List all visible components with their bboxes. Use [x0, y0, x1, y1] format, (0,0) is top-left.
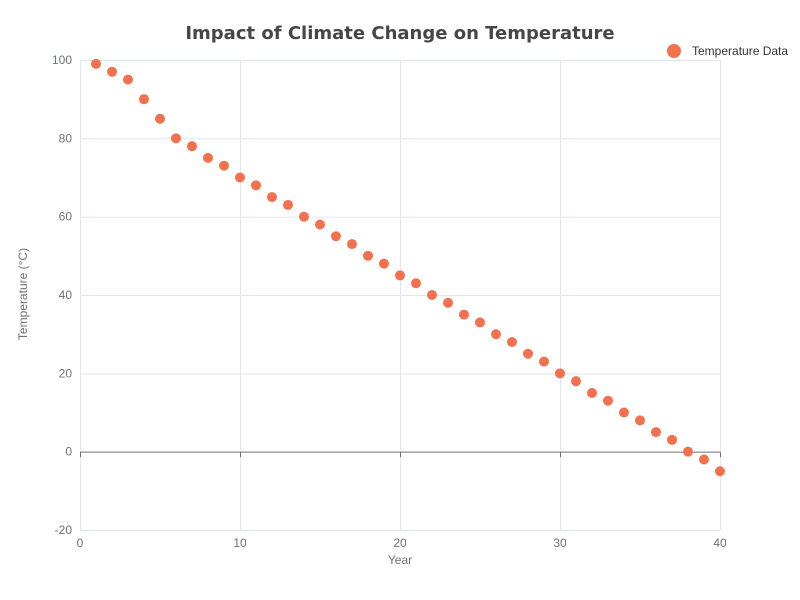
- data-point: [603, 395, 613, 406]
- data-point: [715, 466, 725, 477]
- data-point: [683, 446, 693, 457]
- data-point: [347, 239, 357, 250]
- data-point: [219, 160, 229, 171]
- tick-labels: -20 0 20 40 60 80 100 0 10 20 30 40: [52, 53, 727, 550]
- data-point: [571, 376, 581, 387]
- data-point: [363, 250, 373, 261]
- grid: [80, 60, 721, 531]
- y-tick-label: 0: [65, 445, 72, 459]
- data-point: [315, 219, 325, 230]
- data-point: [91, 58, 101, 69]
- data-points: [91, 58, 725, 477]
- y-tick-label: 60: [59, 210, 73, 224]
- legend-marker-icon: [667, 44, 681, 58]
- data-point: [155, 113, 165, 124]
- data-point: [699, 454, 709, 465]
- data-point: [443, 297, 453, 308]
- data-point: [667, 434, 677, 445]
- y-tick-label: 100: [52, 53, 72, 67]
- data-point: [379, 258, 389, 269]
- data-point: [251, 180, 261, 191]
- legend-label: Temperature Data: [692, 44, 788, 58]
- data-point: [459, 309, 469, 320]
- axes: [80, 451, 721, 458]
- legend[interactable]: Temperature Data: [667, 44, 788, 58]
- data-point: [203, 152, 213, 163]
- data-point: [411, 278, 421, 289]
- data-point: [507, 337, 517, 347]
- data-point: [299, 211, 309, 222]
- data-point: [395, 270, 405, 281]
- x-tick-label: 20: [393, 536, 407, 550]
- data-point: [475, 317, 485, 328]
- y-tick-label: -20: [55, 523, 73, 537]
- data-point: [331, 231, 341, 242]
- data-point: [635, 415, 645, 426]
- y-tick-label: 80: [59, 131, 73, 145]
- data-point: [619, 407, 629, 418]
- data-point: [491, 329, 501, 340]
- y-tick-label: 40: [59, 288, 73, 302]
- data-point: [427, 290, 437, 300]
- x-axis-title: Year: [388, 553, 412, 567]
- data-point: [171, 133, 181, 144]
- data-point: [651, 427, 661, 438]
- x-tick-label: 0: [77, 536, 84, 550]
- y-tick-label: 20: [59, 366, 73, 380]
- data-point: [235, 172, 245, 183]
- data-point: [123, 74, 133, 85]
- x-tick-label: 40: [713, 536, 727, 550]
- data-point: [587, 387, 597, 398]
- y-axis-title: Temperature (°C): [16, 248, 30, 340]
- x-tick-label: 10: [233, 536, 247, 550]
- data-point: [523, 348, 533, 359]
- data-point: [267, 192, 277, 203]
- data-point: [107, 66, 117, 77]
- data-point: [139, 94, 149, 105]
- data-point: [555, 368, 565, 379]
- data-point: [539, 356, 549, 367]
- data-point: [187, 141, 197, 152]
- chart-title: Impact of Climate Change on Temperature: [185, 23, 614, 44]
- x-tick-label: 30: [553, 536, 567, 550]
- data-point: [283, 199, 293, 210]
